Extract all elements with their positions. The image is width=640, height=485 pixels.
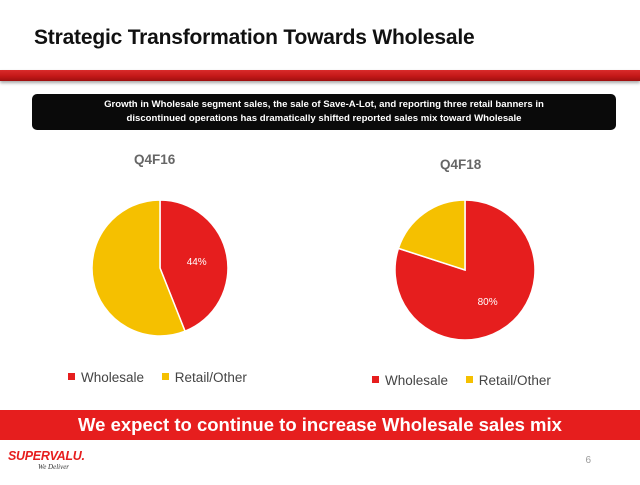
bottom-message-bar: We expect to continue to increase Wholes… <box>0 410 640 440</box>
legend-label-wholesale: Wholesale <box>81 370 145 385</box>
legend-swatch-wholesale <box>372 375 379 383</box>
legend-item-retail-other: Retail/Other <box>465 373 551 388</box>
legend-item-retail-other: Retail/Other <box>161 370 247 385</box>
summary-banner: Growth in Wholesale segment sales, the s… <box>32 94 616 130</box>
legend-swatch-retail-other <box>465 375 473 383</box>
legend-q4f16: Wholesale Retail/Other <box>68 370 261 385</box>
page-number: 6 <box>585 455 591 466</box>
legend-item-wholesale: Wholesale <box>372 373 448 388</box>
pie-title-q4f16: Q4F16 <box>134 152 176 167</box>
legend-swatch-retail-other <box>161 372 169 380</box>
legend-label-wholesale: Wholesale <box>385 373 449 388</box>
supervalu-logo: SUPERVALU. We Deliver <box>8 450 88 480</box>
logo-wordmark: SUPERVALU. <box>8 449 85 463</box>
legend-label-retail-other: Retail/Other <box>174 370 247 385</box>
pie-chart-q4f16: 44% <box>91 199 229 337</box>
legend-label-retail-other: Retail/Other <box>478 373 551 388</box>
legend-item-wholesale: Wholesale <box>68 370 144 385</box>
pie-data-label: 80% <box>478 297 498 308</box>
legend-q4f18: Wholesale Retail/Other <box>372 373 565 388</box>
logo-tagline: We Deliver <box>38 463 70 471</box>
pie-title-q4f18: Q4F18 <box>440 157 482 172</box>
slide-title: Strategic Transformation Towards Wholesa… <box>34 26 475 49</box>
pie-chart-q4f18: 80% <box>394 199 536 341</box>
title-divider-band <box>0 70 640 81</box>
pie-slice-wholesale <box>159 199 229 333</box>
banner-line-1: Growth in Wholesale segment sales, the s… <box>104 99 544 110</box>
pie-slice-retail-other <box>397 199 466 272</box>
pie-data-label: 44% <box>187 257 207 268</box>
legend-swatch-wholesale <box>68 372 75 380</box>
banner-line-2: discontinued operations has dramatically… <box>126 113 522 124</box>
pie-slice-retail-other <box>91 199 187 337</box>
